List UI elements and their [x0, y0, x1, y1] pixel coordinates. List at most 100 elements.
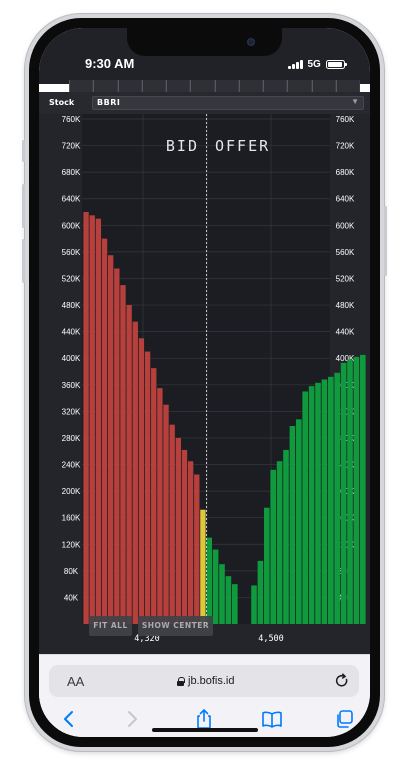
bid-bar[interactable] — [181, 449, 188, 624]
top-tab[interactable] — [335, 80, 360, 92]
y-tick-label-right: 640K — [336, 195, 355, 204]
depth-chart[interactable]: 40K40K80K80K120K120K160K160K200K200K240K… — [39, 114, 370, 654]
address-bar[interactable]: AA jb.bofis.id — [49, 665, 359, 697]
y-tick-label-left: 600K — [62, 221, 81, 230]
bid-bar[interactable] — [175, 437, 181, 624]
back-button[interactable] — [56, 707, 82, 731]
y-tick-label-left: 560K — [62, 248, 81, 257]
bid-bar[interactable] — [157, 388, 163, 624]
url-display[interactable]: jb.bofis.id — [177, 675, 234, 687]
stock-label: Stock — [49, 98, 75, 107]
home-indicator — [152, 728, 258, 732]
offer-bar[interactable] — [257, 560, 264, 624]
bid-bar[interactable] — [144, 351, 151, 624]
bid-bar[interactable] — [95, 218, 102, 624]
bid-bar[interactable] — [120, 285, 126, 624]
offer-bar[interactable] — [206, 537, 212, 624]
network-type: 5G — [307, 58, 321, 70]
bid-bar[interactable] — [169, 424, 175, 624]
offer-bar[interactable] — [328, 376, 334, 624]
offer-bar[interactable] — [347, 359, 353, 624]
offer-bar[interactable] — [321, 379, 328, 624]
offer-bar[interactable] — [219, 564, 225, 624]
chevron-down-icon: ▼ — [351, 97, 359, 106]
top-tab-strip[interactable] — [69, 80, 360, 92]
y-tick-label-right: 680K — [336, 168, 355, 177]
text-size-button[interactable]: AA — [67, 674, 85, 689]
top-tab[interactable] — [311, 80, 336, 92]
x-tick-label: 4,320 — [134, 634, 160, 644]
top-tab[interactable] — [214, 80, 239, 92]
top-tab[interactable] — [69, 80, 94, 92]
top-tab[interactable] — [263, 80, 288, 92]
safari-toolbar: AA jb.bofis.id — [39, 654, 370, 737]
bid-bar[interactable] — [151, 368, 157, 624]
top-tab[interactable] — [238, 80, 263, 92]
phone-bezel: 9:30 AM 5G Stock BBRI — [29, 18, 380, 747]
stock-value: BBRI — [97, 98, 121, 107]
top-tab[interactable] — [166, 80, 191, 92]
offer-bar[interactable] — [334, 372, 340, 624]
phone-frame: 9:30 AM 5G Stock BBRI — [22, 14, 387, 751]
offer-bar[interactable] — [225, 576, 232, 624]
share-icon — [197, 709, 211, 729]
offer-bar[interactable] — [276, 461, 283, 624]
bid-bar[interactable] — [108, 255, 114, 624]
bid-bar[interactable] — [89, 215, 95, 624]
top-tab[interactable] — [117, 80, 142, 92]
offer-bar[interactable] — [251, 585, 257, 624]
stock-select[interactable]: BBRI ▼ — [92, 96, 364, 110]
battery-icon — [325, 59, 347, 69]
y-tick-label-right: 480K — [336, 301, 355, 310]
bid-bar[interactable] — [200, 509, 206, 624]
offer-label: OFFER — [215, 137, 270, 155]
bid-bar[interactable] — [138, 338, 145, 624]
screen: 9:30 AM 5G Stock BBRI — [39, 28, 370, 737]
show-center-button[interactable]: SHOW CENTER — [138, 616, 213, 636]
fit-all-button[interactable]: FIT ALL — [89, 616, 132, 636]
offer-bar[interactable] — [302, 391, 308, 624]
offer-bar[interactable] — [270, 469, 276, 624]
y-tick-label-left: 760K — [62, 115, 81, 124]
url-text: jb.bofis.id — [188, 675, 235, 687]
bid-bar[interactable] — [132, 321, 138, 624]
offer-bar[interactable] — [289, 425, 296, 624]
offer-bar[interactable] — [283, 449, 289, 624]
y-tick-label-left: 680K — [62, 168, 81, 177]
offer-bar[interactable] — [212, 549, 219, 624]
top-tab[interactable] — [190, 80, 215, 92]
tabs-button[interactable] — [331, 707, 357, 731]
top-tab[interactable] — [141, 80, 166, 92]
volume-up-button — [22, 184, 25, 228]
bid-bar[interactable] — [101, 238, 108, 624]
bid-bar[interactable] — [126, 305, 132, 624]
y-tick-label-left: 480K — [62, 301, 81, 310]
forward-button[interactable] — [119, 707, 145, 731]
notch — [127, 28, 282, 56]
bid-label: BID — [166, 137, 199, 155]
y-tick-label-left: 400K — [62, 354, 81, 363]
status-time: 9:30 AM — [85, 56, 135, 71]
offer-bar[interactable] — [296, 419, 302, 624]
bid-bar[interactable] — [187, 461, 194, 624]
bid-bar[interactable] — [114, 268, 120, 624]
bid-bar[interactable] — [163, 404, 169, 624]
top-tab[interactable] — [93, 80, 118, 92]
bid-bar[interactable] — [194, 474, 200, 624]
y-tick-label-left: 200K — [62, 487, 81, 496]
offer-bar[interactable] — [308, 386, 315, 624]
offer-bar[interactable] — [340, 362, 347, 624]
top-tab[interactable] — [287, 80, 312, 92]
offer-bar[interactable] — [264, 507, 270, 624]
offer-bar[interactable] — [315, 382, 321, 624]
stock-selector-row: Stock BBRI ▼ — [39, 92, 370, 114]
offer-bar[interactable] — [353, 356, 360, 624]
orderbook-app: Stock BBRI ▼ 40K40K80K80K120K120K160K160… — [39, 92, 370, 654]
offer-bar[interactable] — [232, 584, 238, 624]
y-tick-label-right: 720K — [336, 142, 355, 151]
bid-bar[interactable] — [83, 212, 89, 624]
bookmarks-button[interactable] — [259, 707, 285, 731]
offer-bar[interactable] — [360, 354, 366, 624]
reload-icon[interactable] — [333, 672, 351, 690]
signal-icon — [288, 59, 303, 69]
